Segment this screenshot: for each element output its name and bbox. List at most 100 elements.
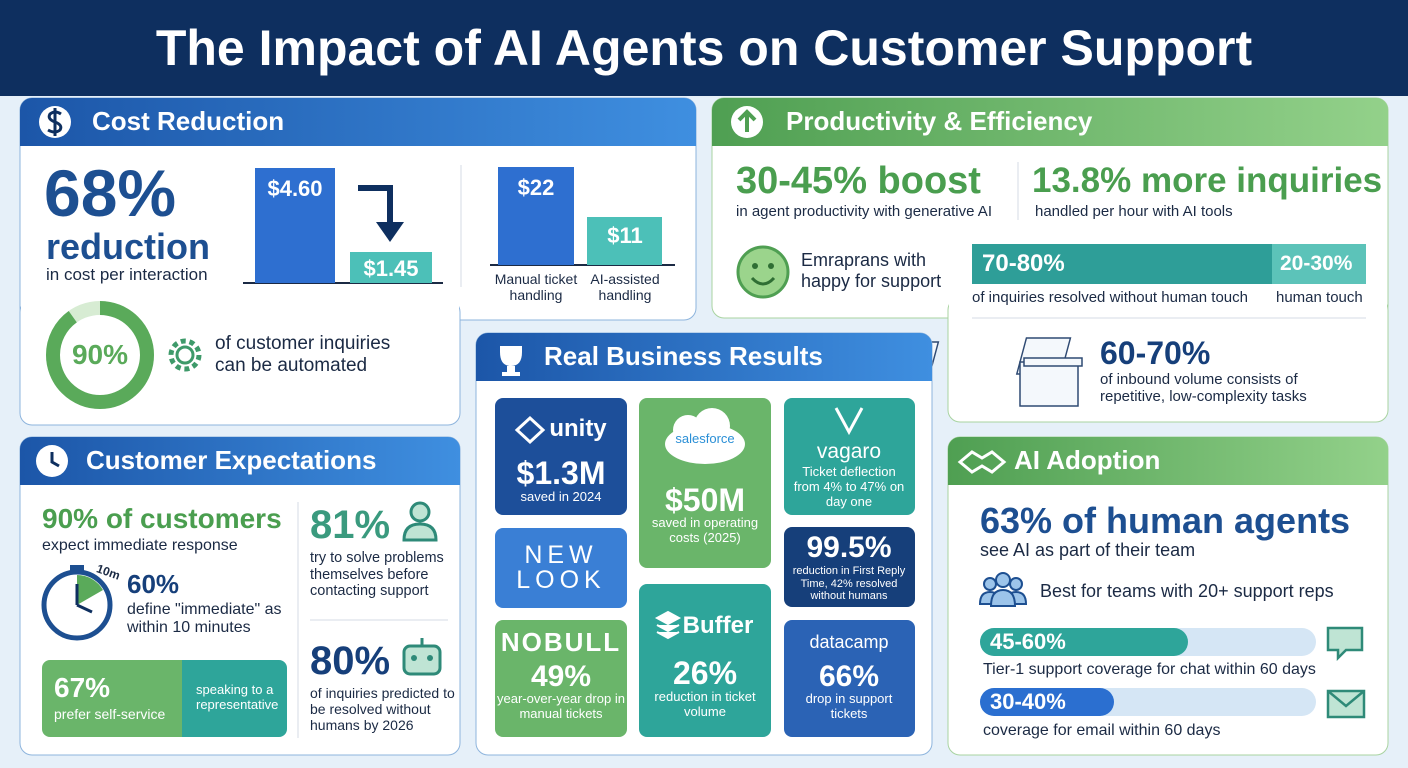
card: [784, 527, 915, 607]
stat-desc: expect immediate response: [42, 537, 238, 554]
card-brand: salesforce: [675, 431, 735, 446]
salesforce-cloud: [665, 408, 745, 464]
arrow: [358, 185, 393, 226]
stat-desc: of inbound volume consists of repetitive…: [1100, 371, 1307, 406]
donut-value: 90%: [71, 339, 129, 370]
card: [495, 398, 627, 515]
bar-value: 45-60%: [990, 629, 1066, 654]
stat-desc: try to solve problems themselves before …: [310, 550, 444, 600]
card-desc: year-over-year drop in manual tickets: [497, 691, 625, 721]
person-icon: [409, 501, 431, 523]
stat-desc: handled per hour with AI tools: [1035, 203, 1233, 220]
robot-eye: [427, 655, 433, 661]
stopwatch-segment: [77, 575, 103, 605]
bar-desc: coverage for email within 60 days: [983, 722, 1221, 739]
header-band: [0, 0, 1408, 96]
panel-heading: Cost Reduction: [92, 106, 285, 136]
stat-desc: see AI as part of their team: [980, 540, 1196, 560]
card: [784, 620, 915, 737]
card-value: 66%: [818, 660, 880, 693]
stat-desc: in cost per interaction: [46, 265, 208, 284]
stat-label: reduction: [46, 226, 211, 267]
bar-desc: of inquiries resolved without human touc…: [972, 289, 1248, 306]
timer-label: 10m: [94, 561, 123, 583]
bar-desc: prefer self-service: [54, 706, 166, 722]
card-brand: vagaro: [816, 440, 882, 463]
stat: 60-70%: [1100, 335, 1211, 371]
panel-heading: Real Business Results: [544, 341, 823, 371]
bar: [255, 168, 335, 283]
stat-desc: Best for teams with 20+ support reps: [1040, 581, 1334, 601]
panel-header: [20, 467, 460, 485]
panel-header: [20, 128, 696, 146]
card-desc: saved in operating costs (2025): [651, 515, 759, 545]
bar-value: $22: [517, 175, 555, 200]
arrow-icon: [737, 109, 757, 132]
card-desc: Ticket deflection from 4% to 47% on day …: [793, 464, 905, 509]
stat-desc: define "immediate" as within 10 minutes: [127, 601, 282, 637]
panel-header: [712, 128, 1388, 146]
card-value: $50M: [664, 482, 746, 518]
bar-segment: [972, 244, 1272, 284]
panel-heading: Productivity & Efficiency: [786, 106, 1093, 136]
bar: [498, 167, 574, 265]
stat: 60%: [127, 569, 180, 599]
card-desc: drop in support tickets: [805, 691, 893, 721]
panel-heading: AI Adoption: [1014, 445, 1161, 475]
clock-icon: [50, 452, 60, 468]
card-brand: datacamp: [809, 632, 889, 652]
stat: 81%: [310, 503, 391, 547]
unity-logo: [514, 415, 546, 445]
stat-desc: of inquiries predicted to be resolved wi…: [310, 685, 455, 734]
card-desc: reduction in First Reply Time, 42% resol…: [792, 565, 906, 603]
person-icon: [402, 522, 438, 542]
bar-value: 67%: [54, 672, 111, 703]
bar-desc: human touch: [1276, 289, 1363, 306]
card-brand: Buffer: [682, 612, 754, 639]
gear-icon: [175, 345, 195, 365]
stopwatch-hands: [75, 584, 93, 614]
progress-fill: [980, 628, 1188, 656]
bar-category: Manual ticket handling: [494, 271, 578, 304]
page-title: The Impact of AI Agents on Customer Supp…: [155, 20, 1253, 76]
bar-value: 20-30%: [1280, 252, 1353, 275]
card-brand: NOBULL: [500, 627, 622, 657]
bar-segment: [182, 660, 287, 737]
stat-desc: in agent productivity with generative AI: [736, 203, 992, 220]
dollar-icon: [47, 108, 63, 136]
robot-eye: [411, 655, 417, 661]
card: [495, 620, 627, 737]
stat: 63% of human agents: [980, 500, 1351, 541]
bar-segment: [1272, 244, 1366, 284]
bar-segment: [42, 660, 192, 737]
gear-icon: [168, 338, 202, 372]
bar: [587, 217, 662, 265]
card-value: $1.3M: [516, 455, 606, 491]
panel-heading: Customer Expectations: [86, 445, 377, 475]
handshake-icon: [957, 450, 1007, 474]
card-desc: reduction in ticket volume: [654, 689, 756, 719]
card-value: 99.5%: [806, 531, 892, 564]
donut-arc: [46, 301, 154, 409]
card-brand: unity: [549, 415, 607, 442]
buffer-logo: [654, 610, 682, 640]
smiley-eye: [768, 263, 774, 269]
panel-joint: [949, 294, 1387, 320]
card-desc: saved in 2024: [520, 489, 602, 504]
smiley-mouth: [750, 276, 776, 286]
card-value: 49%: [530, 660, 592, 693]
bar-value: $11: [607, 223, 643, 248]
card: [784, 398, 915, 515]
bar-desc: speaking to a representative: [196, 682, 279, 712]
bar-value: $1.45: [363, 256, 419, 281]
smiley-icon: [736, 245, 790, 299]
stopwatch-crown: [70, 565, 84, 572]
bar-value: $4.60: [267, 176, 323, 201]
stat: 90% of customers: [42, 503, 282, 534]
stat: 80%: [310, 639, 391, 683]
bar-segment: [182, 660, 194, 737]
bar: [350, 252, 432, 283]
mail-icon: [1327, 690, 1365, 708]
